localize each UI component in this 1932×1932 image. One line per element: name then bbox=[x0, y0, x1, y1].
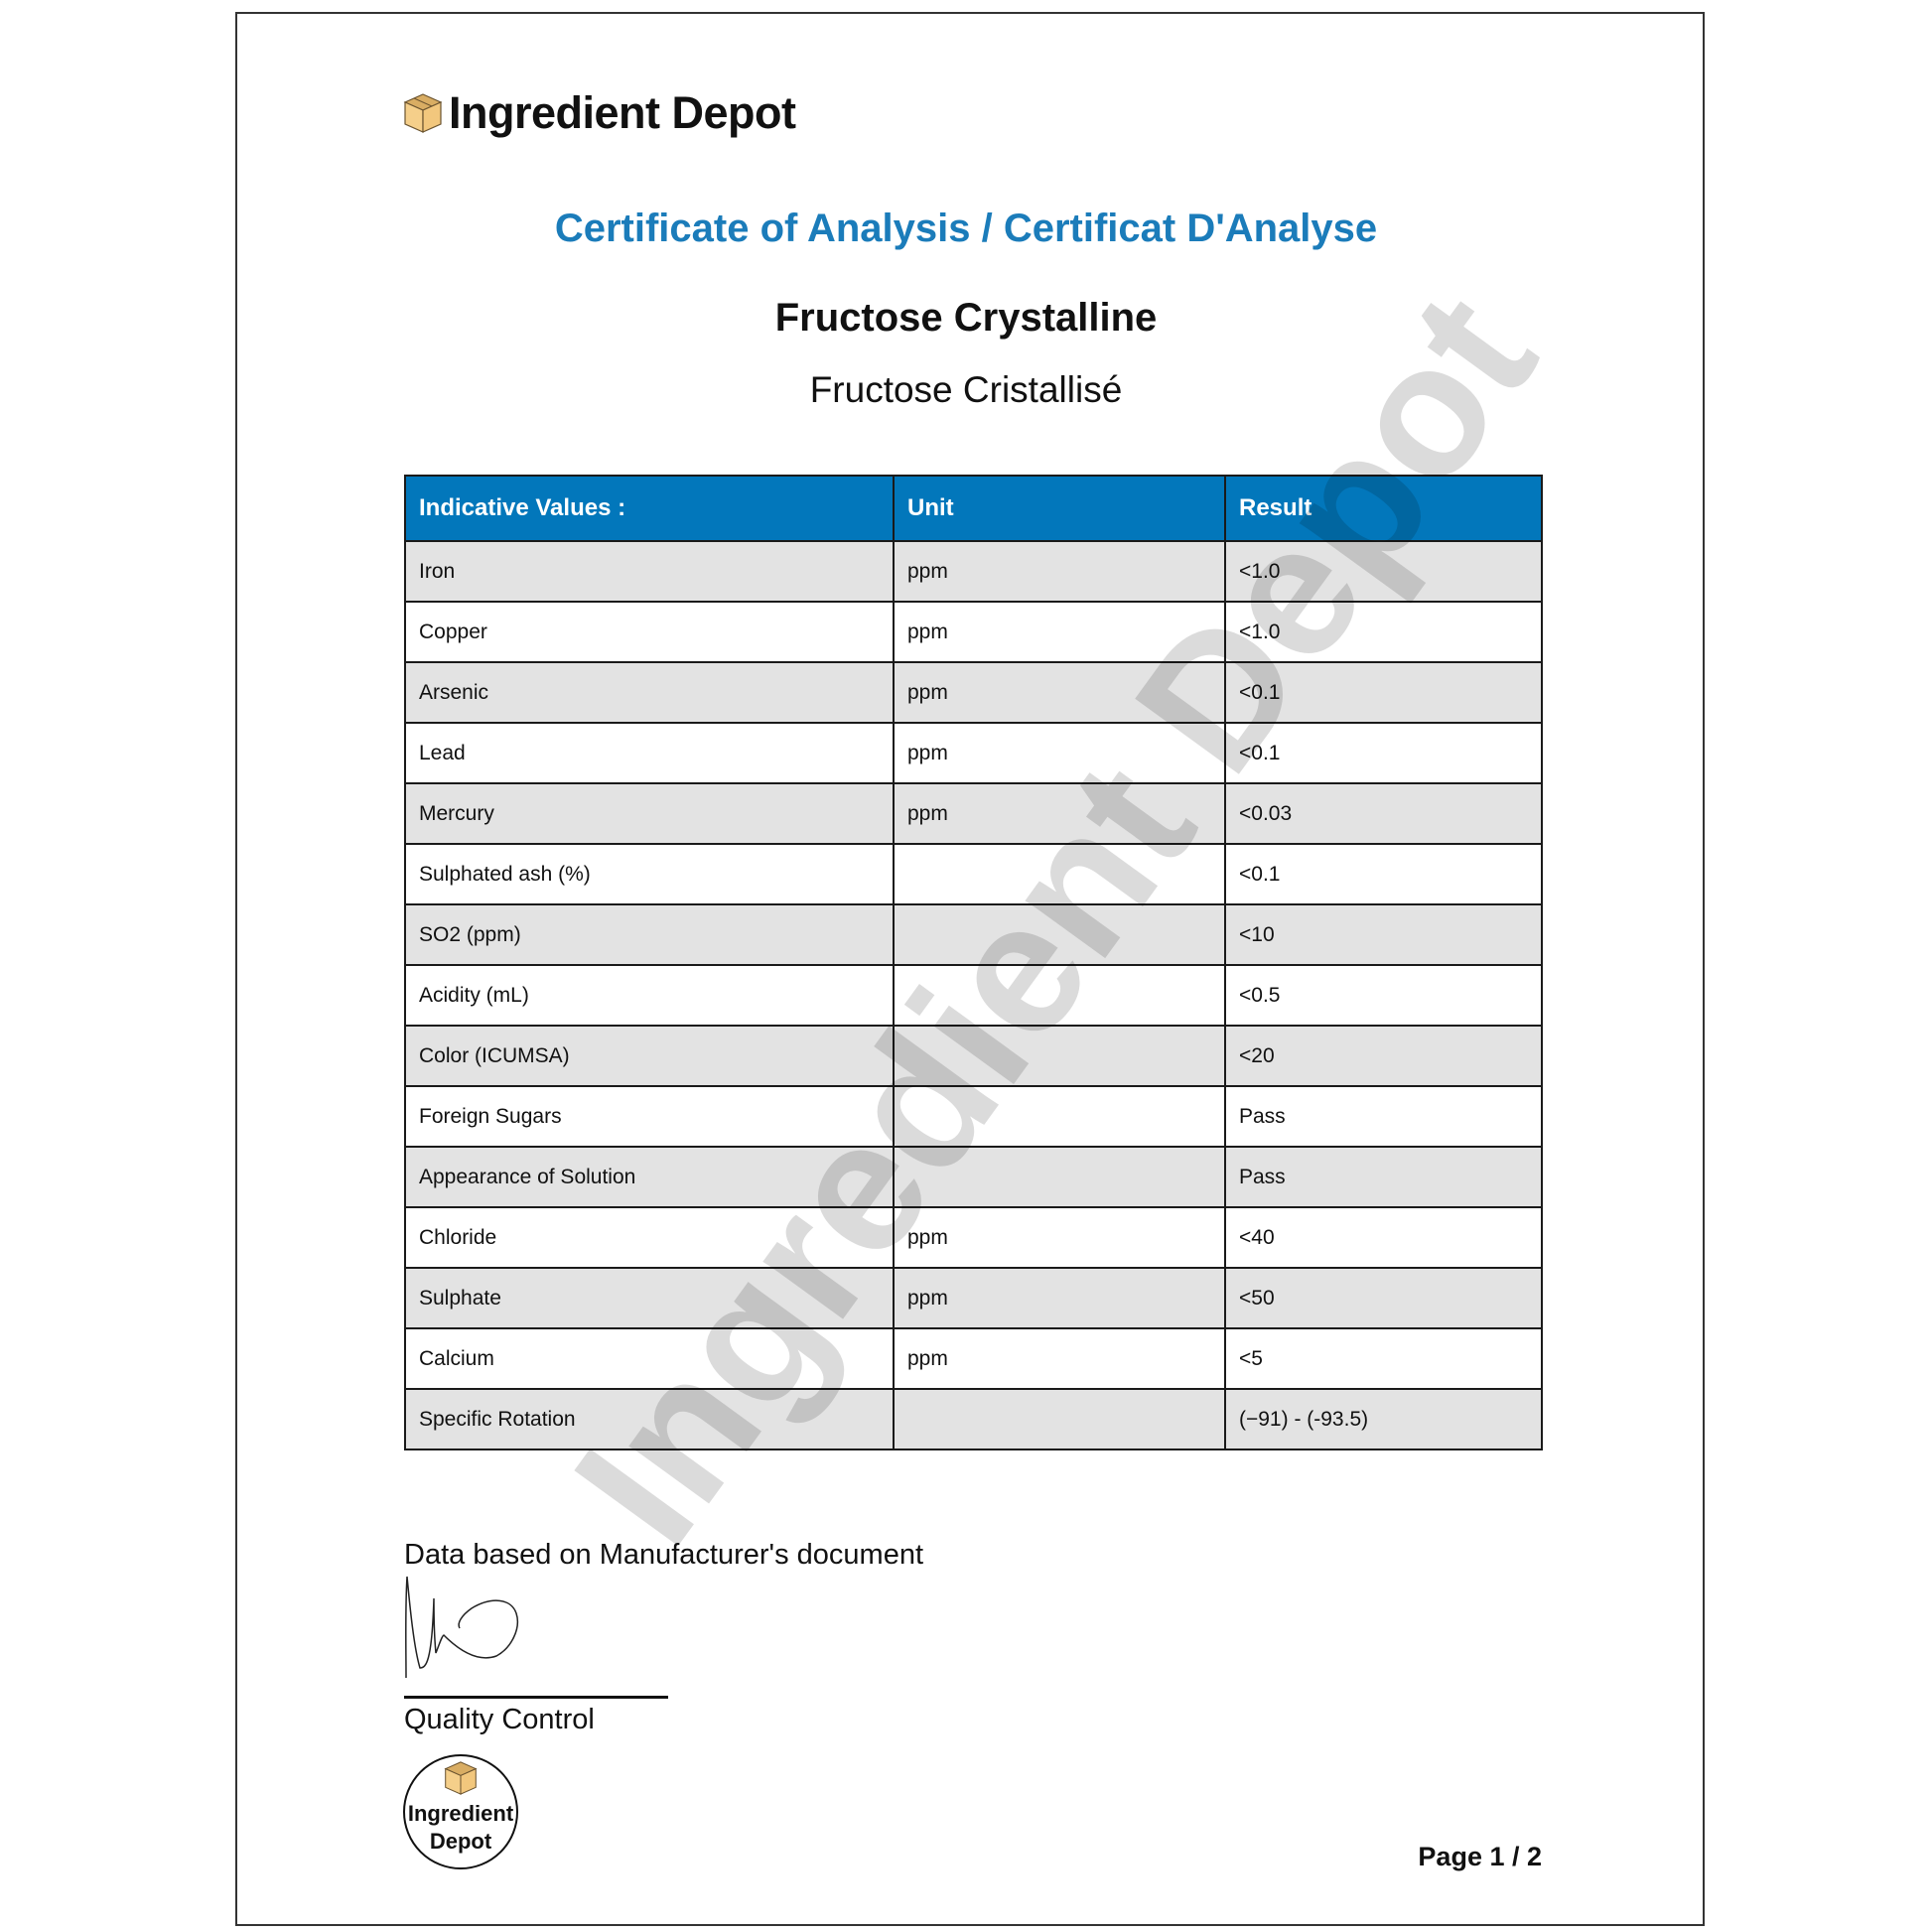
result-cell: Pass bbox=[1224, 1085, 1543, 1148]
unit-cell: ppm bbox=[893, 782, 1226, 845]
unit-cell bbox=[893, 1146, 1226, 1208]
box-icon bbox=[444, 1761, 478, 1795]
table-row: Sulphated ash (%) <0.1 bbox=[404, 843, 1543, 905]
parameter-cell: Sulphated ash (%) bbox=[404, 843, 895, 905]
analysis-table: Indicative Values : Unit Result Iron ppm <… bbox=[404, 475, 1543, 1450]
company-stamp: Ingredient Depot bbox=[403, 1754, 518, 1869]
table-header-row: Indicative Values : Unit Result bbox=[404, 475, 1543, 542]
table-row: Color (ICUMSA) <20 bbox=[404, 1025, 1543, 1087]
unit-cell: ppm bbox=[893, 661, 1226, 724]
parameter-cell: Mercury bbox=[404, 782, 895, 845]
parameter-cell: Foreign Sugars bbox=[404, 1085, 895, 1148]
stamp-text-line1: Ingredient bbox=[407, 1801, 514, 1826]
page-number: Page 1 / 2 bbox=[1418, 1842, 1542, 1871]
result-cell: <0.1 bbox=[1224, 843, 1543, 905]
table-row: Foreign Sugars Pass bbox=[404, 1085, 1543, 1148]
result-cell: (−91) - (-93.5) bbox=[1224, 1388, 1543, 1450]
document-title: Certificate of Analysis / Certificat D'A… bbox=[554, 207, 1378, 250]
table-row: Iron ppm <1.0 bbox=[404, 540, 1543, 603]
unit-cell bbox=[893, 964, 1226, 1027]
parameter-cell: Specific Rotation bbox=[404, 1388, 895, 1450]
table-row: Lead ppm <0.1 bbox=[404, 722, 1543, 784]
parameter-cell: Appearance of Solution bbox=[404, 1146, 895, 1208]
unit-cell bbox=[893, 843, 1226, 905]
column-header-result: Result bbox=[1224, 475, 1543, 542]
page-border bbox=[235, 12, 1705, 1926]
result-cell: <40 bbox=[1224, 1206, 1543, 1269]
result-cell: <10 bbox=[1224, 903, 1543, 966]
table-row: Copper ppm <1.0 bbox=[404, 601, 1543, 663]
stamp-text-line2: Depot bbox=[429, 1829, 492, 1854]
parameter-cell: SO2 (ppm) bbox=[404, 903, 895, 966]
unit-cell bbox=[893, 903, 1226, 966]
result-cell: <50 bbox=[1224, 1267, 1543, 1329]
unit-cell: ppm bbox=[893, 722, 1226, 784]
parameter-cell: Iron bbox=[404, 540, 895, 603]
column-header-unit: Unit bbox=[893, 475, 1226, 542]
signature bbox=[405, 1576, 518, 1679]
table-row: Acidity (mL) <0.5 bbox=[404, 964, 1543, 1027]
unit-cell: ppm bbox=[893, 601, 1226, 663]
parameter-cell: Copper bbox=[404, 601, 895, 663]
unit-cell: ppm bbox=[893, 1206, 1226, 1269]
unit-cell: ppm bbox=[893, 1327, 1226, 1390]
signature-line bbox=[404, 1696, 668, 1699]
product-name-en: Fructose Crystalline bbox=[774, 296, 1158, 340]
table-row: Chloride ppm <40 bbox=[404, 1206, 1543, 1269]
parameter-cell: Sulphate bbox=[404, 1267, 895, 1329]
table-row: Arsenic ppm <0.1 bbox=[404, 661, 1543, 724]
data-source-note: Data based on Manufacturer's document bbox=[404, 1539, 924, 1571]
table-row: Specific Rotation (−91) - (-93.5) bbox=[404, 1388, 1543, 1450]
table-row: Mercury ppm <0.03 bbox=[404, 782, 1543, 845]
brand-name: Ingredient Depot bbox=[449, 87, 796, 138]
result-cell: <20 bbox=[1224, 1025, 1543, 1087]
unit-cell bbox=[893, 1388, 1226, 1450]
table-row: Calcium ppm <5 bbox=[404, 1327, 1543, 1390]
unit-cell bbox=[893, 1025, 1226, 1087]
parameter-cell: Acidity (mL) bbox=[404, 964, 895, 1027]
product-name-fr: Fructose Cristallisé bbox=[809, 369, 1123, 410]
result-cell: <1.0 bbox=[1224, 540, 1543, 603]
signature-label: Quality Control bbox=[404, 1704, 595, 1735]
parameter-cell: Color (ICUMSA) bbox=[404, 1025, 895, 1087]
brand-logo: Ingredient Depot bbox=[403, 87, 796, 139]
result-cell: <0.03 bbox=[1224, 782, 1543, 845]
table-row: SO2 (ppm) <10 bbox=[404, 903, 1543, 966]
table-row: Appearance of Solution Pass bbox=[404, 1146, 1543, 1208]
parameter-cell: Chloride bbox=[404, 1206, 895, 1269]
column-header-parameter: Indicative Values : bbox=[404, 475, 895, 542]
result-cell: <5 bbox=[1224, 1327, 1543, 1390]
box-icon bbox=[403, 93, 443, 133]
result-cell: <0.1 bbox=[1224, 661, 1543, 724]
parameter-cell: Arsenic bbox=[404, 661, 895, 724]
result-cell: <1.0 bbox=[1224, 601, 1543, 663]
result-cell: <0.1 bbox=[1224, 722, 1543, 784]
unit-cell: ppm bbox=[893, 1267, 1226, 1329]
result-cell: Pass bbox=[1224, 1146, 1543, 1208]
result-cell: <0.5 bbox=[1224, 964, 1543, 1027]
unit-cell: ppm bbox=[893, 540, 1226, 603]
table-row: Sulphate ppm <50 bbox=[404, 1267, 1543, 1329]
unit-cell bbox=[893, 1085, 1226, 1148]
parameter-cell: Calcium bbox=[404, 1327, 895, 1390]
parameter-cell: Lead bbox=[404, 722, 895, 784]
